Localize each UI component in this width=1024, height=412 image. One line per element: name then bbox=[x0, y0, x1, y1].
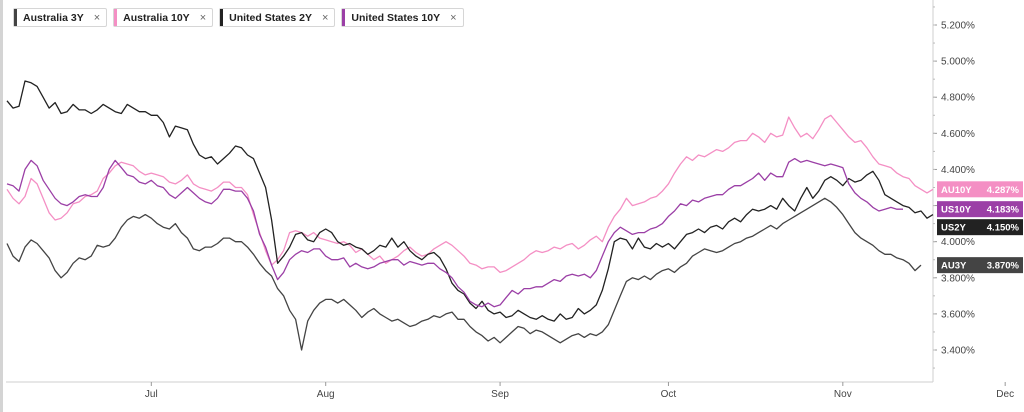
x-tick-label: Oct bbox=[661, 389, 677, 400]
x-tick-label: Dec bbox=[996, 389, 1014, 400]
legend-swatch bbox=[14, 9, 17, 26]
y-tick-label: 4.400% bbox=[941, 165, 975, 176]
last-value-tag: US2Y 4.150% bbox=[937, 219, 1023, 236]
x-tick-label: Nov bbox=[834, 389, 852, 400]
legend-chip[interactable]: Australia 10Y × bbox=[113, 8, 214, 27]
legend-swatch bbox=[342, 9, 346, 26]
last-value-tag-name: AU3Y bbox=[941, 261, 967, 272]
last-value-tag-bg bbox=[937, 219, 1023, 236]
y-tick-label: 4.800% bbox=[941, 93, 975, 104]
legend-label: United States 10Y bbox=[351, 11, 441, 24]
last-value-tag: AU3Y 3.870% bbox=[937, 257, 1023, 274]
legend-label: United States 2Y bbox=[229, 11, 312, 24]
last-value-tag-name: AU10Y bbox=[941, 185, 972, 196]
y-tick-label: 3.400% bbox=[941, 346, 975, 357]
remove-series-icon[interactable]: × bbox=[199, 11, 207, 24]
last-value-tag-bg bbox=[937, 181, 1023, 198]
last-value-tag-name: US10Y bbox=[941, 205, 972, 216]
last-value-tag-bg bbox=[937, 201, 1023, 218]
legend-swatch bbox=[220, 9, 224, 26]
remove-series-icon[interactable]: × bbox=[93, 11, 101, 24]
last-value-tag-value: 4.150% bbox=[987, 223, 1020, 234]
legend-chip[interactable]: Australia 3Y × bbox=[13, 8, 108, 27]
x-tick-label: Sep bbox=[491, 389, 509, 400]
y-tick-label: 3.800% bbox=[941, 273, 975, 284]
last-value-tag-bg bbox=[937, 257, 1023, 274]
last-value-tag-value: 3.870% bbox=[987, 261, 1020, 272]
series-line[interactable] bbox=[6, 114, 934, 274]
last-value-tag: US10Y 4.183% bbox=[937, 201, 1023, 218]
y-tick-label: 4.000% bbox=[941, 237, 975, 248]
last-value-tag: AU10Y 4.287% bbox=[937, 181, 1023, 198]
series-line[interactable] bbox=[6, 80, 934, 322]
legend-chip[interactable]: United States 2Y × bbox=[219, 8, 336, 27]
x-tick-label: Aug bbox=[317, 389, 335, 400]
y-tick-label: 3.600% bbox=[941, 309, 975, 320]
last-value-tag-value: 4.287% bbox=[987, 185, 1020, 196]
chart-legend: Australia 3Y × Australia 10Y × United States… bbox=[13, 8, 464, 27]
legend-label: Australia 3Y bbox=[23, 11, 84, 24]
remove-series-icon[interactable]: × bbox=[321, 11, 329, 24]
remove-series-icon[interactable]: × bbox=[450, 11, 457, 24]
series-line[interactable] bbox=[6, 157, 903, 308]
last-value-tag-name: US2Y bbox=[941, 223, 966, 234]
legend-swatch bbox=[114, 9, 118, 26]
legend-chip[interactable]: United States 10Y × bbox=[341, 8, 464, 27]
y-tick-label: 5.000% bbox=[941, 57, 975, 68]
x-tick-label: Jul bbox=[145, 389, 158, 400]
line-chart[interactable]: 5.200%5.000%4.800%4.600%4.400%4.200%4.00… bbox=[3, 0, 1024, 412]
y-tick-label: 5.200% bbox=[941, 21, 975, 32]
legend-label: Australia 10Y bbox=[123, 11, 190, 24]
y-tick-label: 4.600% bbox=[941, 129, 975, 140]
series-line[interactable] bbox=[6, 197, 922, 351]
last-value-tag-value: 4.183% bbox=[987, 205, 1020, 216]
